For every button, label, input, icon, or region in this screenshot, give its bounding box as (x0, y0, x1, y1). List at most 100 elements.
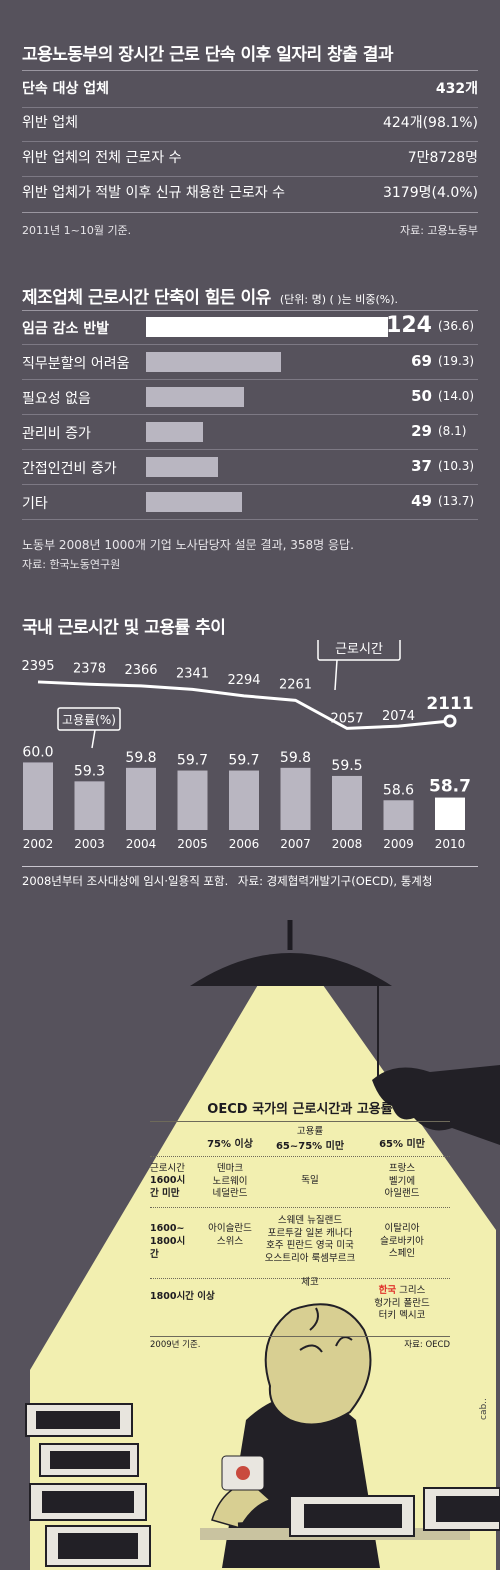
table1-row-label: 위반 업체의 전체 근로자 수 (22, 150, 182, 166)
hours-label: 2378 (73, 661, 106, 676)
divider (22, 449, 478, 450)
divider (150, 1121, 450, 1122)
reason-label: 직무분할의 어려움 (22, 356, 130, 372)
oecd-country: 호주 핀란드 영국 미국 (266, 1240, 354, 1251)
reason-value: 50 (411, 387, 432, 405)
reasons-unit: (단위: 명) ( )는 비중(%). (279, 293, 398, 306)
trend-chart: 60.0 2002 59.3 2003 59.8 2004 59.7 2005 59.7 2006… (21, 640, 474, 851)
divider (22, 212, 478, 213)
series-callout (317, 640, 401, 661)
rate-bar (126, 767, 156, 830)
reason-bar (146, 317, 388, 337)
oecd-row-label: 1600~ 1800시간 (150, 1223, 186, 1260)
reason-value: 29 (411, 422, 432, 440)
table1-row-label: 위반 업체 (22, 115, 78, 131)
series-callout-label: 고용률(%) (62, 713, 116, 727)
reason-pct: (36.6) (438, 319, 475, 333)
oecd-country: 오스트리아 룩셈부르크 (264, 1252, 356, 1264)
table1-source: 자료: 고용노동부 (399, 224, 478, 237)
hours-label: 2074 (382, 709, 415, 724)
rate-bar (177, 770, 208, 830)
table1-row: 위반 업체 424개(98.1%) (22, 112, 478, 132)
oecd-source: 자료: OECD (404, 1340, 450, 1350)
hours-label: 2111 (426, 694, 473, 714)
trend-footer: 2008년부터 조사대상에 임시·일용직 포함. 자료: 경제협력개발기구(OE… (22, 873, 432, 889)
oecd-title: OECD 국가의 근로시간과 고용률 (207, 1102, 393, 1117)
reason-pct: (19.3) (438, 354, 475, 368)
table1-note: 2011년 1~10월 기준. (22, 224, 132, 237)
divider (22, 107, 478, 108)
reason-label: 임금 감소 반발 (22, 321, 110, 337)
hours-label: 2395 (21, 659, 54, 674)
rate-label: 59.5 (331, 758, 362, 774)
oecd-country: 네덜란드 (212, 1188, 248, 1199)
box-stack (25, 1403, 151, 1567)
year-label: 2002 (23, 837, 54, 851)
oecd-country: 스페인 (388, 1248, 416, 1259)
oecd-country: 이탈리아 (384, 1223, 420, 1234)
lamp-illustration: cab.. (25, 920, 500, 1570)
reasons-header: 제조업체 근로시간 단축이 힘든 이유 (단위: 명) ( )는 비중(%). (22, 283, 398, 308)
box-right (289, 1487, 500, 1537)
divider (22, 866, 478, 867)
reason-value: 69 (411, 352, 432, 370)
reasons-note: 노동부 2008년 1000개 기업 노사담당자 설문 결과, 358명 응답. (22, 538, 354, 552)
rate-bar (23, 762, 53, 830)
reason-value: 124 (386, 313, 432, 338)
oecd-country: 덴마크 (216, 1163, 244, 1174)
year-label: 2003 (74, 837, 105, 851)
reason-bar (146, 492, 242, 512)
divider (22, 414, 478, 415)
oecd-col-header: 65~75% 미만 (275, 1141, 345, 1152)
oecd-country: 체코 (301, 1277, 319, 1288)
divider (22, 484, 478, 485)
reason-label: 관리비 증가 (22, 426, 91, 442)
lamp-light (30, 978, 496, 1570)
oecd-country: 독일 (301, 1175, 319, 1186)
oecd-row-label: 1800시간 이상 (150, 1291, 215, 1302)
rate-bar (332, 775, 362, 830)
rate-bar (280, 767, 311, 830)
table1-row-label: 위반 업체가 적발 이후 신규 채용한 근로자 수 (22, 185, 285, 201)
oecd-country: 노르웨이 (212, 1175, 248, 1187)
oecd-country: 스위스 (216, 1235, 244, 1247)
oecd-col-header: 65% 미만 (379, 1139, 425, 1150)
flag-icon (236, 1466, 250, 1480)
signature: cab.. (479, 1398, 489, 1420)
hours-label: 2341 (176, 666, 209, 681)
rate-bar (229, 770, 259, 830)
rate-label: 59.7 (177, 753, 208, 769)
table1-row-label: 단속 대상 업체 (22, 81, 110, 97)
hours-label: 2366 (124, 663, 157, 678)
oecd-country-line: 한국 그리스 (357, 1285, 447, 1298)
reason-bar (146, 352, 281, 372)
rate-label: 58.7 (429, 777, 471, 797)
oecd-country: 그리스 (396, 1285, 426, 1296)
divider (22, 310, 478, 311)
rate-label: 60.0 (22, 744, 53, 760)
oecd-col-group: 고용률 (296, 1126, 324, 1137)
oecd-col-header: 75% 이상 (207, 1139, 253, 1150)
year-label: 2005 (177, 837, 208, 851)
oecd-country: 아이슬란드 (208, 1223, 252, 1234)
oecd-row-label: 1600시간 미만 (150, 1175, 186, 1199)
hours-endpoint (443, 714, 457, 728)
table1-row-value: 7만8728명 (407, 150, 478, 166)
oecd-country: 벨기에 (388, 1175, 416, 1187)
reason-value: 37 (411, 457, 432, 475)
hours-label: 2294 (227, 673, 260, 688)
table1-row: 위반 업체가 적발 이후 신규 채용한 근로자 수 3179명(4.0%) (22, 182, 478, 202)
callout-pointer (334, 659, 338, 691)
divider (22, 141, 478, 142)
divider (22, 379, 478, 380)
hand-icon (372, 1065, 500, 1145)
divider (150, 1278, 450, 1279)
divider (22, 519, 478, 520)
rate-bar (435, 797, 465, 830)
oecd-country: 스웨덴 뉴질랜드 (277, 1215, 343, 1226)
korea-highlight: 한국 (378, 1285, 397, 1296)
divider (22, 176, 478, 177)
reason-label: 필요성 없음 (22, 391, 91, 407)
hours-label: 2057 (330, 711, 363, 726)
year-label: 2004 (126, 837, 157, 851)
